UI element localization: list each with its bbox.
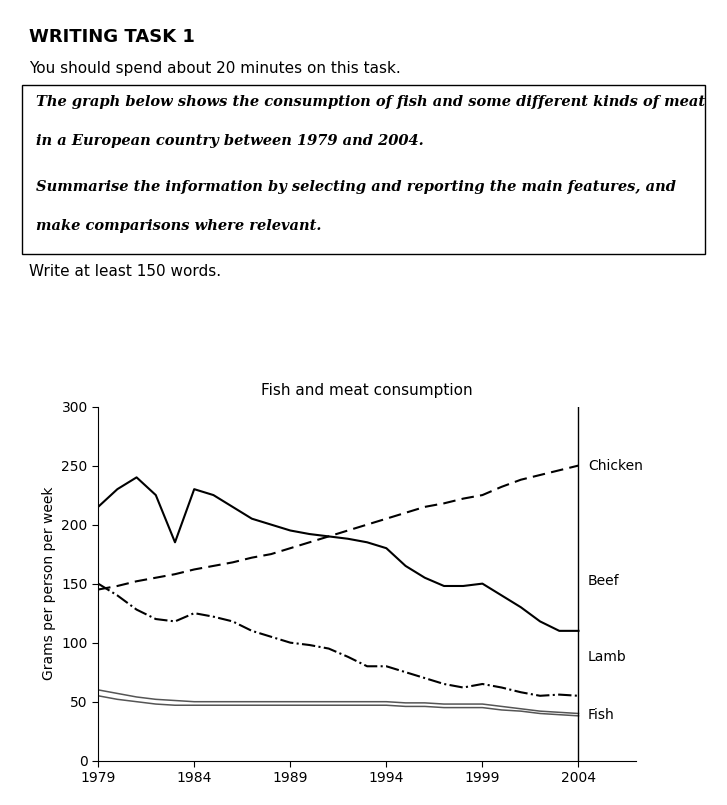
Title: Fish and meat consumption: Fish and meat consumption: [261, 383, 473, 398]
Text: Fish: Fish: [588, 708, 615, 721]
Text: Write at least 150 words.: Write at least 150 words.: [29, 264, 221, 279]
Text: Lamb: Lamb: [588, 650, 627, 664]
Y-axis label: Grams per person per week: Grams per person per week: [41, 487, 56, 680]
Text: WRITING TASK 1: WRITING TASK 1: [29, 28, 195, 46]
Text: You should spend about 20 minutes on this task.: You should spend about 20 minutes on thi…: [29, 61, 401, 76]
Text: make comparisons where relevant.: make comparisons where relevant.: [36, 219, 322, 233]
Text: Beef: Beef: [588, 574, 619, 588]
Text: Chicken: Chicken: [588, 459, 643, 473]
Text: The graph below shows the consumption of fish and some different kinds of meat: The graph below shows the consumption of…: [36, 95, 705, 109]
Text: Summarise the information by selecting and reporting the main features, and: Summarise the information by selecting a…: [36, 180, 676, 194]
Text: in a European country between 1979 and 2004.: in a European country between 1979 and 2…: [36, 134, 424, 147]
